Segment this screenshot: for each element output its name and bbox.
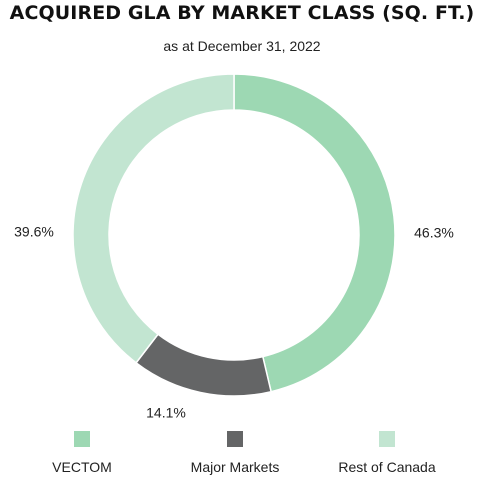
legend-label-major-markets: Major Markets bbox=[155, 459, 315, 475]
chart-legend: VECTOM Major Markets Rest of Canada bbox=[0, 428, 484, 477]
legend-swatch-rest-of-canada bbox=[379, 431, 395, 447]
slice-label-rest-of-canada: 39.6% bbox=[14, 224, 54, 240]
legend-item-major-markets: Major Markets bbox=[155, 428, 315, 475]
legend-swatch-major-markets bbox=[227, 431, 243, 447]
legend-label-rest-of-canada: Rest of Canada bbox=[307, 459, 467, 475]
legend-swatch-vectom bbox=[74, 431, 90, 447]
slice-major-markets bbox=[136, 334, 271, 396]
legend-item-rest-of-canada: Rest of Canada bbox=[307, 428, 467, 475]
slice-vectom bbox=[234, 74, 395, 392]
slice-label-vectom: 46.3% bbox=[414, 225, 454, 241]
slice-label-major-markets: 14.1% bbox=[146, 405, 186, 420]
legend-item-vectom: VECTOM bbox=[2, 428, 162, 475]
donut-slices bbox=[73, 74, 395, 396]
slice-rest-of-canada bbox=[73, 74, 234, 363]
donut-chart: 46.3% 14.1% 39.6% bbox=[0, 0, 484, 420]
legend-label-vectom: VECTOM bbox=[2, 459, 162, 475]
